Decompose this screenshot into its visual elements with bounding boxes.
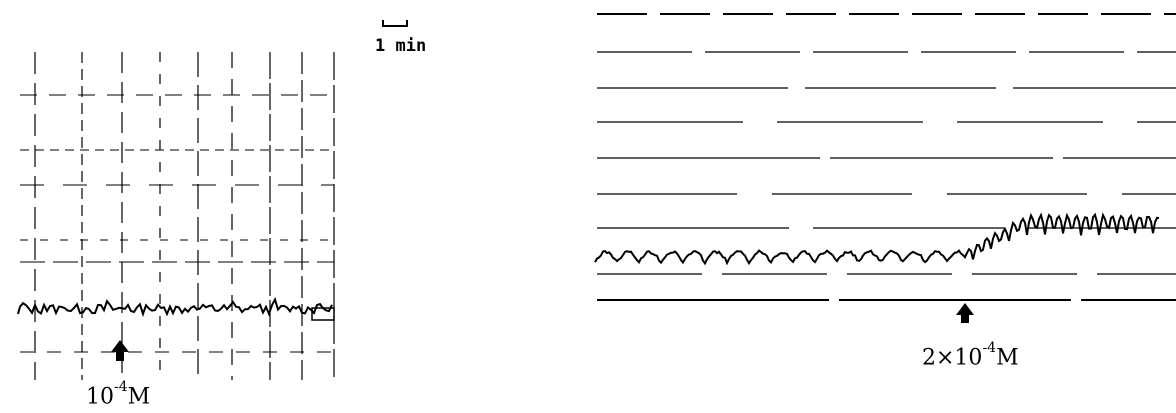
scale-bar xyxy=(382,20,408,27)
left-dose-mantissa: 10 xyxy=(86,384,114,410)
right-panel-up-arrow-icon xyxy=(956,303,974,323)
left-dose-exponent: -4 xyxy=(114,379,128,395)
left-panel-dose-label: 10-4M xyxy=(86,380,151,410)
right-panel-trace xyxy=(594,212,1160,266)
left-panel-trace xyxy=(17,296,333,318)
right-panel-dose-label: 2×10-4M xyxy=(922,341,1019,371)
right-dose-exponent: -4 xyxy=(982,340,997,356)
right-panel-grid xyxy=(597,13,1176,301)
left-dose-unit: M xyxy=(127,384,151,410)
left-panel-grid xyxy=(20,52,335,380)
right-dose-unit: M xyxy=(996,345,1019,371)
scale-bar-label: 1 min xyxy=(375,36,427,56)
left-panel-up-arrow-icon xyxy=(111,340,129,361)
right-dose-mantissa: 2×10 xyxy=(922,345,983,371)
